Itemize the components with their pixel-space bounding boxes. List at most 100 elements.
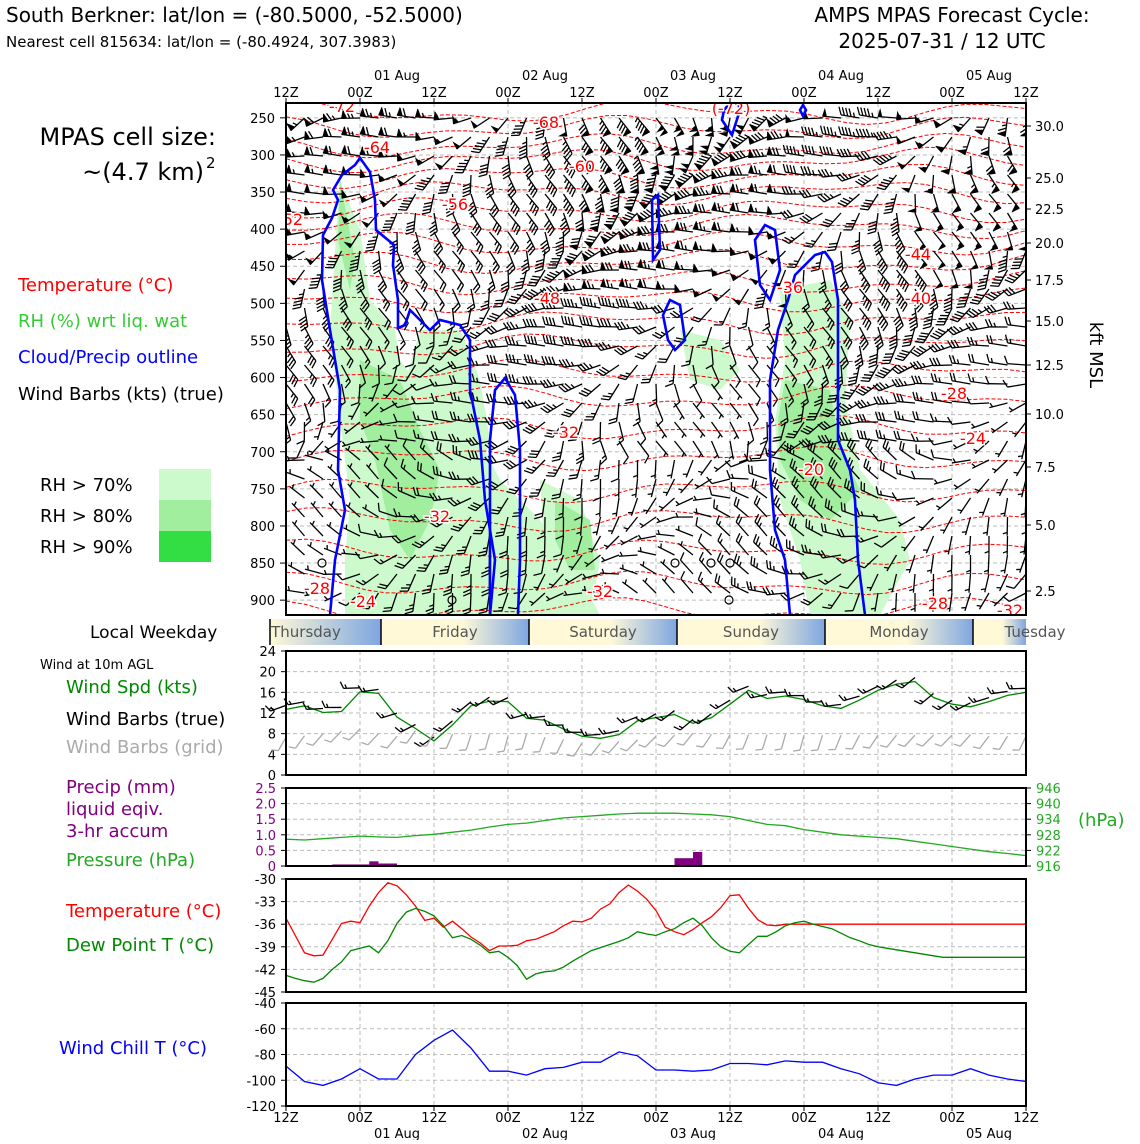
pressure-tick-label: 250	[250, 112, 275, 127]
pressure-tick-label: 550	[250, 334, 275, 349]
pressure-tick-label: 350	[250, 186, 275, 201]
barb-flag	[266, 139, 274, 148]
pressure-tick-label: 300	[250, 149, 275, 164]
pressure-tick-label: 500	[250, 297, 275, 312]
barb-half	[280, 456, 284, 458]
legend-cloud-outline: Cloud/Precip outline	[18, 347, 198, 368]
wind-barb	[269, 582, 288, 593]
barb-staff	[274, 522, 286, 536]
temperature-contour-label: -36	[777, 278, 803, 297]
temperature-contour-label: -52	[277, 210, 303, 229]
temperature-contour-label: -20	[798, 460, 824, 479]
barb-staff	[268, 210, 286, 213]
barb-staff	[1026, 213, 1033, 230]
barb-full	[271, 126, 279, 133]
barb-flag	[1029, 186, 1038, 194]
wind-barb	[266, 131, 286, 148]
barb-flag	[266, 247, 272, 256]
barb-full	[1026, 164, 1034, 171]
temperature-contour-label: -28	[304, 579, 330, 598]
barb-staff	[269, 585, 286, 593]
barb-staff	[415, 403, 434, 404]
barb-staff	[1026, 156, 1037, 171]
rh-legend-90: RH > 90%	[40, 537, 133, 558]
barb-staff	[272, 505, 286, 517]
barb-staff	[277, 118, 286, 134]
pressure-tick-label: 450	[250, 260, 275, 275]
temperature-contour-label: -48	[534, 289, 560, 308]
cell-size-line1: MPAS cell size:	[40, 123, 216, 151]
temperature-contour-label: -28	[941, 384, 967, 403]
temperature-contour-label: -24	[960, 429, 986, 448]
barb-staff	[277, 289, 286, 305]
barb-half	[270, 251, 273, 256]
barb-staff	[268, 460, 286, 466]
station-title: South Berkner: lat/lon = (-80.5000, -52.…	[6, 3, 463, 27]
barb-staff	[379, 365, 380, 384]
wind-barb	[268, 203, 288, 213]
pressure-tick-label: 700	[250, 446, 275, 461]
barb-staff	[1026, 137, 1034, 154]
temperature-contour-label: -56	[442, 195, 468, 214]
barb-full	[276, 326, 284, 330]
temperature-contour-label: -32	[424, 507, 450, 526]
cell-size-superscript: 2	[206, 154, 216, 172]
barb-staff	[271, 137, 286, 148]
barb-half	[281, 313, 285, 315]
pressure-tick-label: 600	[250, 372, 275, 387]
barb-full	[277, 319, 285, 323]
temperature-contour-label: -32	[553, 423, 579, 442]
top-date-label: 03 Aug	[670, 69, 716, 84]
barb-half	[275, 539, 279, 543]
rh-swatch-80	[159, 500, 211, 531]
barb-half	[275, 520, 279, 524]
barb-staff	[268, 251, 286, 256]
rh-legend-80: RH > 80%	[40, 506, 133, 527]
temperature-contour-label: (-72)	[712, 99, 751, 118]
rh-swatch-70	[159, 469, 211, 500]
barb-full	[269, 167, 272, 175]
legend-wind-barbs: Wind Barbs (kts) (true)	[18, 384, 224, 405]
temperature-contour-label: -28	[922, 594, 948, 613]
wind-barb	[267, 167, 286, 175]
temperature-contour-label: -60	[569, 157, 595, 176]
legend-temperature: Temperature (°C)	[17, 275, 173, 296]
rh-legend-70: RH > 70%	[40, 475, 133, 496]
wind-barb	[267, 473, 286, 479]
rh-swatch-90	[159, 531, 211, 562]
pressure-axis: 2503003504004505005506006507007508008509…	[250, 112, 286, 609]
wind-barb	[266, 244, 286, 256]
nearest-cell-label: Nearest cell 815634: lat/lon = (-80.4924…	[6, 33, 396, 51]
top-date-label: 04 Aug	[818, 69, 864, 84]
pressure-tick-label: 650	[250, 409, 275, 424]
temperature-contour-label: -64	[364, 138, 390, 157]
temperature-contour-label: -68	[533, 113, 559, 132]
cycle-title-line2: 2025-07-31 / 12 UTC	[838, 29, 1045, 53]
top-date-label: 02 Aug	[522, 69, 568, 84]
barb-half	[273, 503, 277, 507]
barb-staff	[267, 477, 286, 479]
barb-flag	[270, 127, 279, 135]
legend-rh: RH (%) wrt liq. wat	[18, 311, 187, 332]
barb-flag	[267, 167, 271, 175]
barb-half	[270, 582, 273, 587]
top-date-label: 01 Aug	[374, 69, 420, 84]
temperature-contour-label: -32	[997, 601, 1023, 620]
barb-half	[279, 291, 284, 295]
barb-half	[1029, 183, 1033, 187]
top-date-label: 05 Aug	[966, 69, 1012, 84]
temperature-contour-label: -24	[350, 592, 376, 611]
barb-full	[277, 316, 285, 320]
cross-section-plot: -72-68-64-60-56-52-48-44-40-36-32-28-24-…	[263, 97, 1038, 622]
barb-half	[1027, 226, 1032, 229]
cell-size-line2: ~(4.7 km)	[82, 158, 204, 186]
barb-half	[271, 206, 273, 210]
barb-flag	[268, 203, 273, 211]
temperature-contour-label: -40	[905, 289, 931, 308]
pressure-tick-label: 400	[250, 223, 275, 238]
barb-full	[277, 323, 285, 327]
cycle-title-line1: AMPS MPAS Forecast Cycle:	[814, 3, 1089, 27]
barb-staff	[274, 541, 286, 555]
